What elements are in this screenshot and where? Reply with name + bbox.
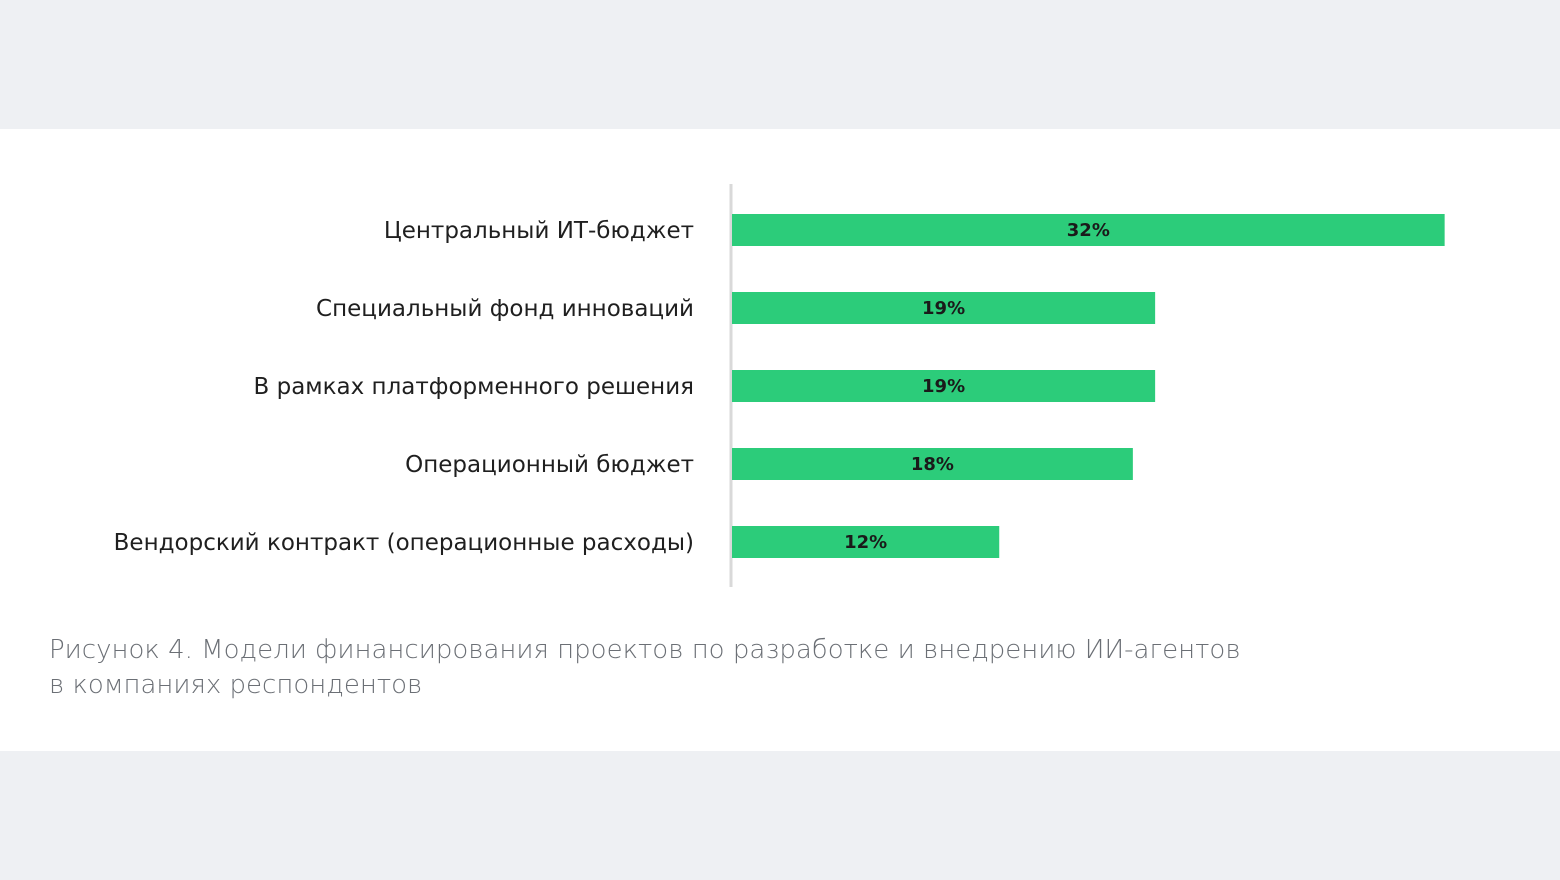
value-label: 19%	[922, 376, 965, 397]
bar	[732, 448, 1133, 480]
category-label: Вендорский контракт (операционные расход…	[114, 530, 694, 556]
bar-chart: Центральный ИТ-бюджет 32% Специальный фонд…	[114, 184, 1445, 587]
figure-caption: Рисунок 4. Модели финансирования проекто…	[49, 633, 1349, 703]
value-label: 18%	[911, 454, 954, 475]
caption-line-1: Рисунок 4. Модели финансирования проекто…	[49, 635, 1241, 665]
category-label: Специальный фонд инноваций	[316, 296, 694, 322]
bar	[732, 292, 1156, 324]
bar	[732, 214, 1445, 246]
figure-panel: Центральный ИТ-бюджет 32% Специальный фонд…	[0, 129, 1560, 751]
value-label: 32%	[1067, 220, 1110, 241]
bar	[732, 526, 1000, 558]
caption-line-2: в компаниях респондентов	[49, 670, 423, 700]
value-label: 12%	[844, 532, 887, 553]
bar	[732, 370, 1156, 402]
category-label: Центральный ИТ-бюджет	[384, 218, 694, 244]
category-label: Операционный бюджет	[405, 452, 694, 478]
value-label: 19%	[922, 298, 965, 319]
category-label: В рамках платформенного решения	[254, 374, 695, 400]
